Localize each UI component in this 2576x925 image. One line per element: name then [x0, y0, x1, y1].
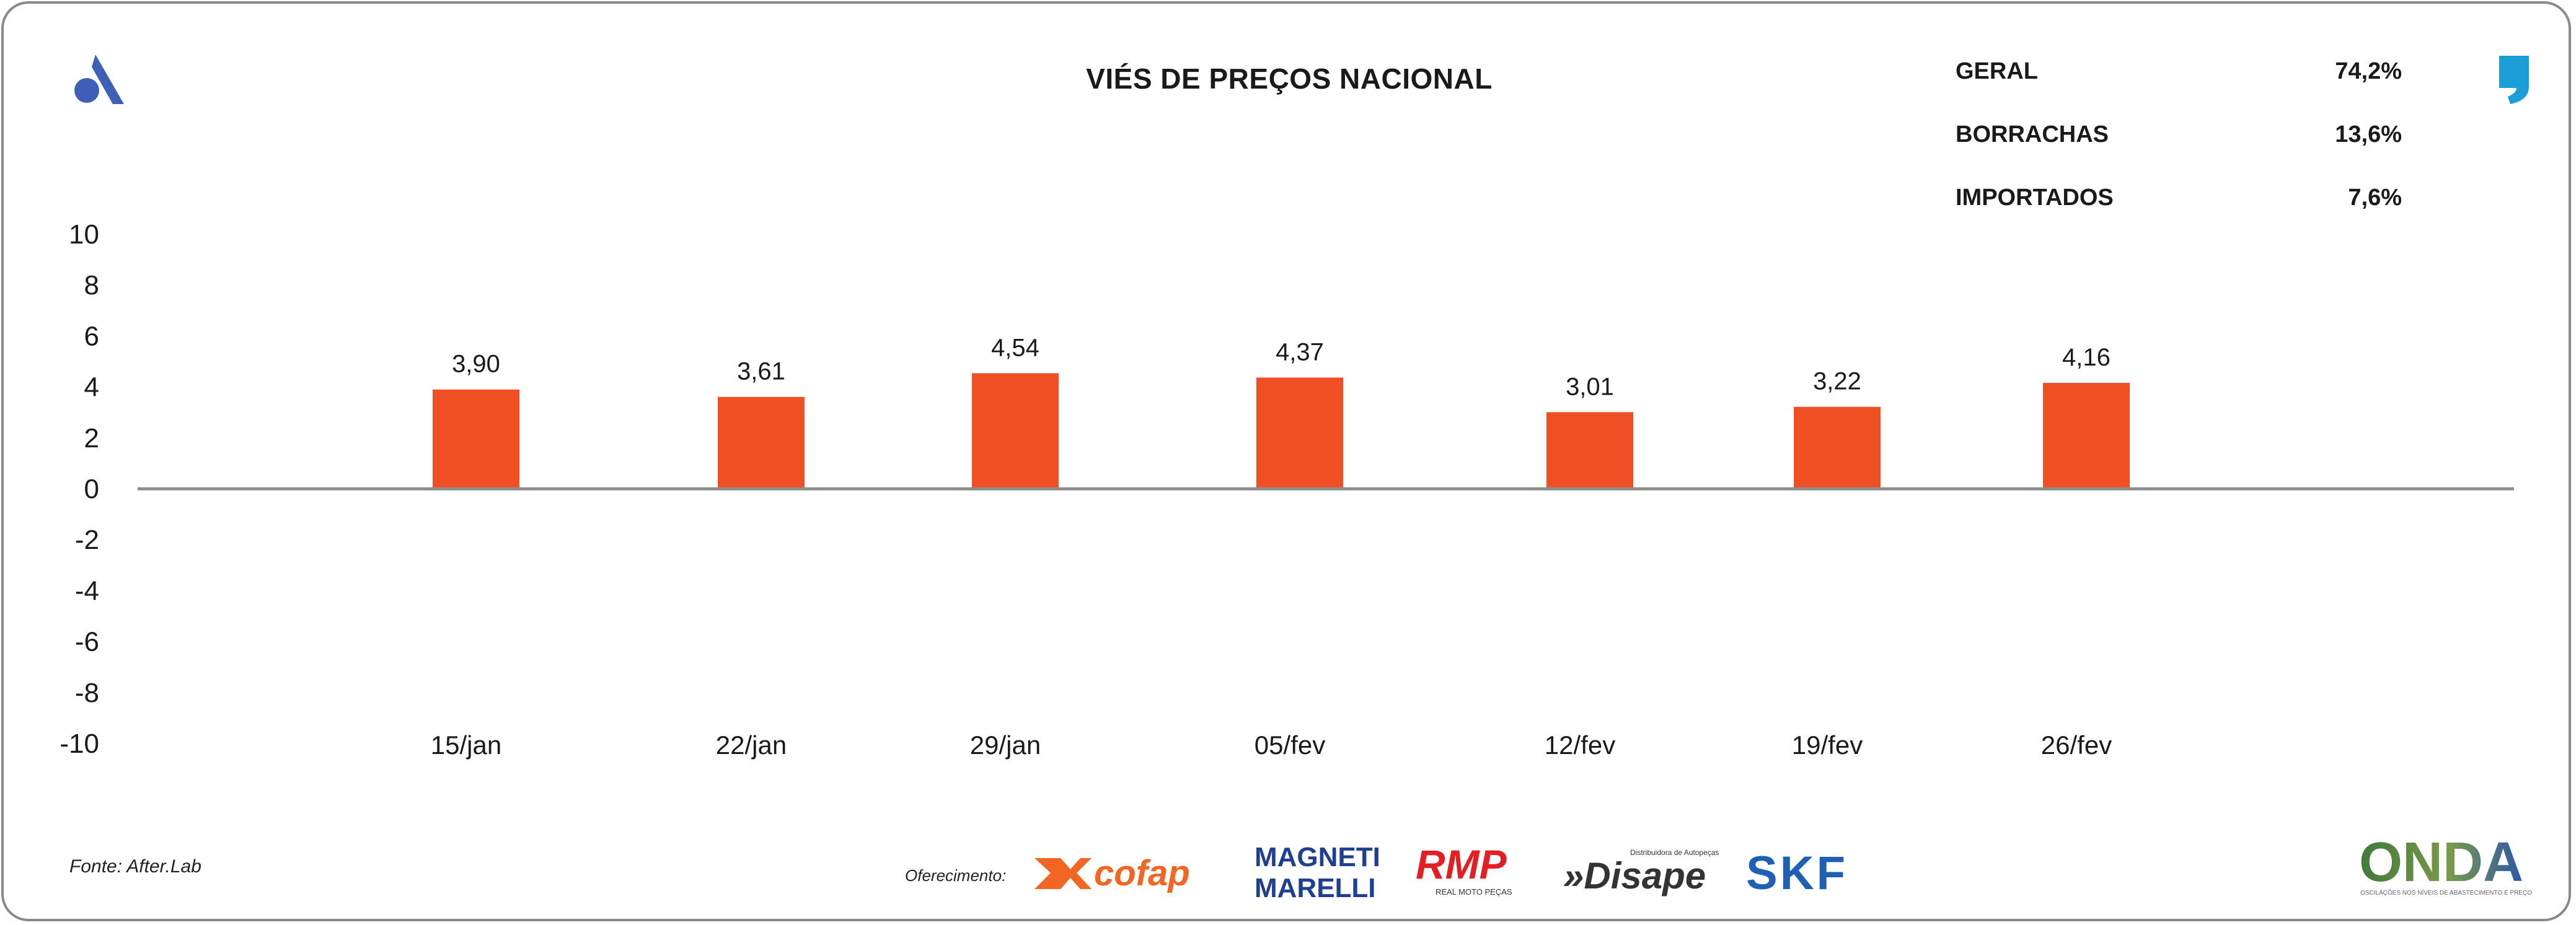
quote-icon — [2499, 56, 2529, 104]
x-tick-label: 05/fev — [1255, 730, 1325, 760]
bar-05-fev — [1256, 377, 1343, 489]
bar-value-label: 4,16 — [2062, 344, 2111, 371]
bar-value-label: 4,54 — [991, 334, 1039, 361]
stat-row-geral: GERAL 74,2% — [1956, 58, 2402, 95]
onda-wordmark: ONDA — [2359, 831, 2523, 893]
skf-logo: SKF — [1746, 847, 1848, 895]
bar-series — [433, 373, 2130, 489]
bar-value-label: 3,61 — [737, 358, 785, 385]
marelli-wordmark: MARELLI — [1255, 873, 1376, 903]
stat-value: 7,6% — [2348, 185, 2402, 211]
y-tick-label: 0 — [84, 474, 99, 504]
y-tick-label: -6 — [75, 627, 99, 657]
disape-subtitle: Distribuidora de Autopeças — [1630, 848, 1719, 857]
x-tick-label: 12/fev — [1545, 730, 1615, 760]
x-tick-label: 15/jan — [431, 730, 501, 760]
bar-value-label: 3,01 — [1566, 373, 1614, 400]
bar-29-jan — [972, 373, 1059, 489]
rmp-subtitle: REAL MOTO PEÇAS — [1436, 887, 1512, 897]
bar-19-fev — [1794, 406, 1881, 489]
bar-value-label: 3,90 — [452, 351, 500, 378]
disape-logo: Distribuidora de Autopeças »Disape — [1563, 848, 1719, 897]
stat-label: BORRACHAS — [1956, 121, 2109, 147]
stat-row-borrachas: BORRACHAS 13,6% — [1956, 121, 2402, 159]
stat-row-importados: IMPORTADOS 7,6% — [1956, 185, 2402, 222]
y-axis-ticks: 10 8 6 4 2 0 -2 -4 -6 -8 -10 — [60, 219, 99, 759]
y-tick-label: 8 — [84, 270, 99, 300]
x-axis-labels: 15/jan 22/jan 29/jan 05/fev 12/fev 19/fev 26/f… — [431, 730, 2112, 760]
bar-15-jan — [433, 389, 519, 489]
x-tick-label: 26/fev — [2041, 730, 2112, 760]
chart-title: VIÉS DE PREÇOS NACIONAL — [1086, 63, 1493, 95]
y-tick-label: 10 — [69, 219, 99, 250]
stat-label: GERAL — [1956, 58, 2038, 84]
logo-dot — [74, 78, 99, 103]
bar-12-fev — [1546, 412, 1633, 489]
source-note: Fonte: After.Lab — [69, 856, 201, 877]
bar-22-jan — [718, 397, 805, 489]
cofap-logo: cofap — [1034, 853, 1190, 893]
bar-value-label: 4,37 — [1276, 338, 1324, 366]
brand-logo-icon — [74, 55, 124, 104]
stat-value: 74,2% — [2335, 58, 2402, 84]
disape-wordmark: »Disape — [1563, 855, 1706, 897]
y-tick-label: 6 — [84, 321, 99, 351]
cofap-wordmark: cofap — [1094, 853, 1190, 893]
y-tick-label: -4 — [75, 576, 99, 606]
onda-logo: ONDA OSCILAÇÕES NOS NÍVEIS DE ABASTECIME… — [2359, 831, 2532, 897]
y-tick-label: -8 — [75, 678, 99, 708]
stat-label: IMPORTADOS — [1956, 185, 2114, 211]
y-tick-label: -2 — [75, 525, 99, 555]
y-tick-label: -10 — [60, 729, 99, 759]
x-tick-label: 22/jan — [716, 730, 787, 760]
rmp-wordmark: RMP — [1416, 843, 1507, 887]
stat-value: 13,6% — [2335, 121, 2402, 147]
bar-26-fev — [2043, 383, 2130, 489]
onda-subtitle: OSCILAÇÕES NOS NÍVEIS DE ABASTECIMENTO E… — [2360, 888, 2532, 897]
sponsor-label: Oferecimento: — [905, 866, 1007, 885]
value-labels: 3,90 3,61 4,54 4,37 3,01 3,22 4,16 — [452, 334, 2111, 400]
skf-wordmark: SKF — [1746, 847, 1848, 895]
logo-stroke — [92, 55, 124, 104]
rmp-logo: RMP REAL MOTO PEÇAS — [1416, 843, 1512, 897]
magneti-marelli-logo: MAGNETI MARELLI — [1255, 842, 1380, 903]
bar-value-label: 3,22 — [1813, 368, 1861, 395]
x-tick-label: 29/jan — [970, 730, 1041, 760]
magneti-wordmark: MAGNETI — [1255, 842, 1380, 872]
y-tick-label: 2 — [84, 423, 99, 454]
x-tick-label: 19/fev — [1792, 730, 1863, 760]
y-tick-label: 4 — [84, 372, 99, 403]
